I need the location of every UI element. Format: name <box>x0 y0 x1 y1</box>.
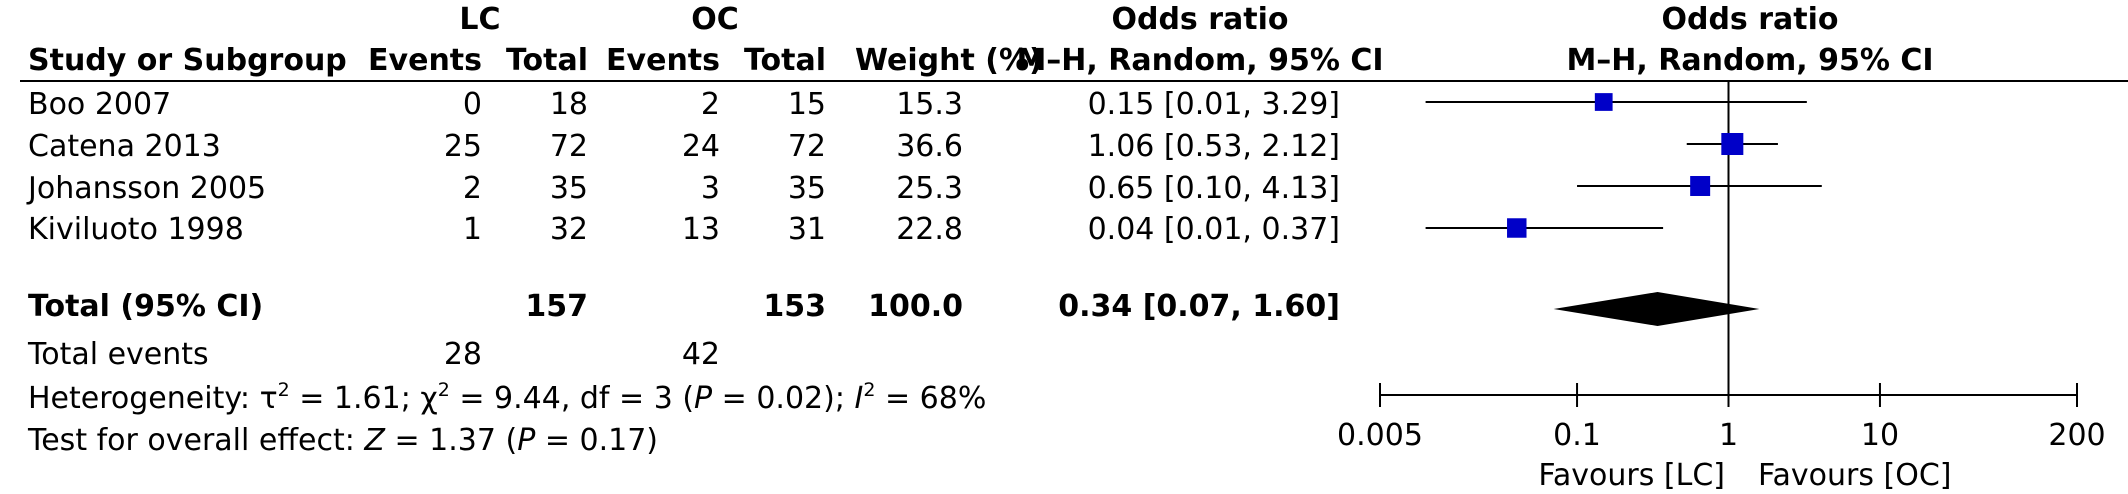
lc-total: 72 <box>549 129 588 164</box>
heterogeneity-label: Heterogeneity: <box>28 381 260 416</box>
lc-events: 1 <box>462 212 482 247</box>
oc-total: 35 <box>787 171 826 206</box>
favours-oc-label: Favours [OC] <box>1758 458 1952 493</box>
study-point <box>1594 93 1613 111</box>
lc-total-events: 28 <box>443 337 482 372</box>
x-tick-label: 0.005 <box>1337 418 1423 453</box>
weight-value: 15.3 <box>896 87 963 122</box>
heterogeneity-line: Heterogeneity: τ2 = 1.61; χ2 = 9.44, df … <box>28 381 986 417</box>
study-point <box>1690 176 1711 196</box>
pooled-diamond <box>1553 292 1760 326</box>
superscript-2: 2 <box>437 379 450 401</box>
p-symbol: P <box>694 381 713 416</box>
weight-value: 22.8 <box>896 212 963 247</box>
weight-value: 25.3 <box>896 171 963 206</box>
study-name: Boo 2007 <box>28 87 172 122</box>
p-value: = 0.02); <box>712 381 855 416</box>
oc-total-header: Total <box>744 43 826 78</box>
study-point <box>1507 218 1527 238</box>
oc-events: 24 <box>681 129 720 164</box>
header-rule <box>20 80 2128 82</box>
oc-total: 31 <box>787 212 826 247</box>
lc-events: 2 <box>462 171 482 206</box>
oc-total-events: 42 <box>681 337 720 372</box>
lc-total: 35 <box>549 171 588 206</box>
superscript-2: 2 <box>863 379 876 401</box>
or-ci-text: 0.65 [0.10, 4.13] <box>1087 171 1340 206</box>
oc-events-header: Events <box>606 43 720 78</box>
x-tick-label: 0.1 <box>1553 418 1601 453</box>
lc-events: 0 <box>462 87 482 122</box>
study-column-header: Study or Subgroup <box>28 43 347 78</box>
study-name: Kiviluoto 1998 <box>28 212 244 247</box>
or-header-top-right: Odds ratio <box>1661 2 1839 37</box>
z-symbol: Z <box>364 423 385 458</box>
oc-events: 3 <box>700 171 720 206</box>
or-ci-text: 0.04 [0.01, 0.37] <box>1087 212 1340 247</box>
oc-events: 2 <box>700 87 720 122</box>
p-value: = 0.17) <box>535 423 658 458</box>
or-header-sub-right: M–H, Random, 95% CI <box>1566 43 1934 78</box>
study-point <box>1721 133 1744 155</box>
overall-effect-label: Test for overall effect: <box>28 423 365 458</box>
i-squared-value: = 68% <box>875 381 987 416</box>
lc-events-header: Events <box>368 43 482 78</box>
study-name: Catena 2013 <box>28 129 221 164</box>
oc-total-sum: 153 <box>763 289 826 324</box>
or-ci-text: 1.06 [0.53, 2.12] <box>1087 129 1340 164</box>
or-header-sub-left: M–H, Random, 95% CI <box>1016 43 1384 78</box>
total-label: Total (95% CI) <box>28 289 264 324</box>
z-value: = 1.37 ( <box>384 423 518 458</box>
weight-header: Weight (%) <box>855 43 1043 78</box>
or-header-top-left: Odds ratio <box>1111 2 1289 37</box>
total-events-label: Total events <box>28 337 209 372</box>
lc-group-header: LC <box>459 2 501 37</box>
oc-group-header: OC <box>691 2 739 37</box>
pooled-or-ci-text: 0.34 [0.07, 1.60] <box>1058 289 1340 324</box>
x-tick-label: 200 <box>2048 418 2105 453</box>
or-ci-text: 0.15 [0.01, 3.29] <box>1087 87 1340 122</box>
overall-effect-line: Test for overall effect: Z = 1.37 (P = 0… <box>28 423 658 459</box>
tau-value: = 1.61; <box>289 381 421 416</box>
total-weight: 100.0 <box>868 289 963 324</box>
p-symbol: P <box>517 423 536 458</box>
weight-value: 36.6 <box>896 129 963 164</box>
chi-symbol: χ <box>420 381 438 416</box>
oc-total: 15 <box>787 87 826 122</box>
x-tick-label: 10 <box>1861 418 1899 453</box>
lc-events: 25 <box>443 129 482 164</box>
x-tick-label: 1 <box>1719 418 1738 453</box>
study-name: Johansson 2005 <box>28 171 267 206</box>
lc-total: 18 <box>549 87 588 122</box>
i-symbol: I <box>854 381 864 416</box>
lc-total-sum: 157 <box>525 289 588 324</box>
oc-events: 13 <box>681 212 720 247</box>
chi-value: = 9.44, df = 3 ( <box>449 381 695 416</box>
oc-total: 72 <box>787 129 826 164</box>
lc-total: 32 <box>549 212 588 247</box>
favours-lc-label: Favours [LC] <box>1538 458 1725 493</box>
tau-symbol: τ <box>259 381 278 416</box>
superscript-2: 2 <box>277 379 290 401</box>
lc-total-header: Total <box>506 43 588 78</box>
